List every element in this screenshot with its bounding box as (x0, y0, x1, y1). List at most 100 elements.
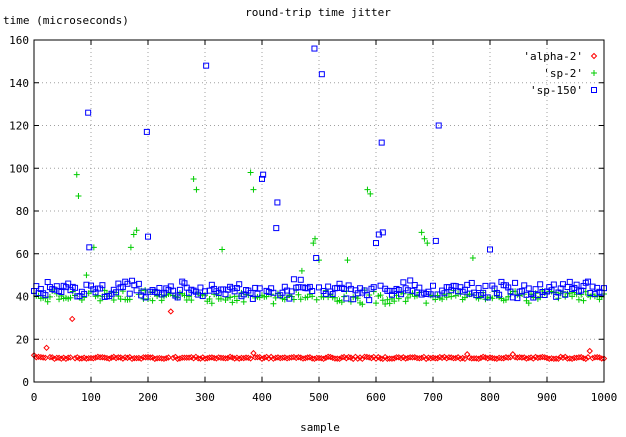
data-point (315, 354, 323, 362)
outlier-point (145, 233, 151, 240)
data-point (537, 281, 544, 288)
data-point (279, 354, 286, 361)
series-0-points (30, 308, 608, 363)
data-point (304, 354, 311, 361)
data-point (575, 296, 582, 303)
data-point (562, 291, 569, 298)
data-point (238, 354, 245, 362)
data-point (87, 354, 95, 362)
data-point (235, 355, 243, 362)
outlier-point (367, 190, 374, 197)
data-point (124, 280, 131, 287)
data-point (580, 297, 587, 304)
outlier-point (143, 128, 150, 135)
data-point (532, 286, 539, 293)
data-point (329, 291, 336, 298)
data-point (186, 293, 193, 300)
data-point (56, 296, 63, 303)
outlier-point (274, 199, 281, 206)
data-point (133, 287, 140, 294)
x-tick-label: 400 (252, 391, 272, 404)
data-point (113, 289, 120, 296)
data-point (156, 284, 163, 291)
data-point (546, 355, 553, 363)
data-point (142, 294, 149, 301)
data-point (584, 354, 592, 361)
outlier-point (435, 122, 442, 129)
data-point (566, 278, 573, 285)
data-point (484, 355, 491, 362)
outlier-point (469, 255, 476, 262)
data-point (445, 354, 453, 361)
data-point (598, 355, 605, 362)
data-point (222, 355, 229, 362)
data-point (217, 354, 225, 362)
data-point (304, 294, 311, 301)
data-point (270, 300, 277, 307)
data-point (97, 297, 104, 304)
data-point (178, 354, 186, 361)
outlier-point (298, 267, 305, 274)
data-point (502, 296, 509, 303)
data-point (313, 296, 320, 303)
data-point (397, 355, 405, 362)
data-point (272, 354, 279, 362)
data-point (366, 297, 373, 304)
data-point (550, 281, 557, 288)
data-point (240, 354, 247, 362)
data-point (350, 296, 357, 303)
data-point (514, 295, 521, 302)
data-point (386, 300, 393, 307)
data-point (432, 296, 439, 303)
data-point (44, 298, 51, 305)
data-point (197, 355, 204, 362)
outlier-point (130, 231, 137, 238)
data-point (169, 354, 177, 362)
x-tick-label: 600 (366, 391, 386, 404)
data-point (354, 355, 361, 362)
data-point (254, 354, 261, 361)
series-2-points (31, 45, 607, 304)
data-point (320, 355, 327, 363)
data-point (251, 354, 259, 361)
data-point (393, 354, 400, 361)
data-point (593, 353, 601, 361)
data-point (372, 355, 380, 362)
data-point (468, 279, 475, 286)
data-point (477, 354, 485, 362)
data-point (550, 355, 558, 363)
data-point (288, 354, 295, 361)
data-point (402, 298, 409, 305)
data-point (441, 290, 448, 297)
data-point (85, 354, 92, 362)
data-point (427, 291, 434, 298)
data-point (475, 285, 482, 292)
data-point (379, 355, 387, 363)
legend: 'alpha-2' 'sp-2' 'sp-150' (523, 50, 598, 97)
data-point (258, 355, 266, 363)
outlier-point (127, 244, 134, 251)
data-point (564, 355, 571, 362)
data-point (58, 288, 65, 295)
data-point (359, 301, 366, 308)
data-point (359, 355, 366, 363)
data-point (309, 288, 316, 295)
x-tick-label: 300 (195, 391, 215, 404)
outlier-point (75, 193, 82, 200)
data-point (288, 288, 295, 295)
data-point (505, 354, 512, 361)
data-point (137, 355, 145, 362)
data-point (92, 354, 99, 361)
outlier-point (463, 351, 471, 358)
data-point (434, 355, 441, 362)
data-point (270, 289, 277, 296)
data-point (64, 354, 72, 361)
legend-label: 'sp-150' (530, 84, 583, 97)
data-point (373, 300, 379, 307)
data-point (65, 280, 72, 287)
data-point (163, 354, 170, 362)
outlier-point (142, 287, 149, 294)
y-tick-label: 160 (9, 34, 29, 47)
chart-title: round-trip time jitter (245, 6, 391, 19)
data-point (313, 354, 320, 362)
